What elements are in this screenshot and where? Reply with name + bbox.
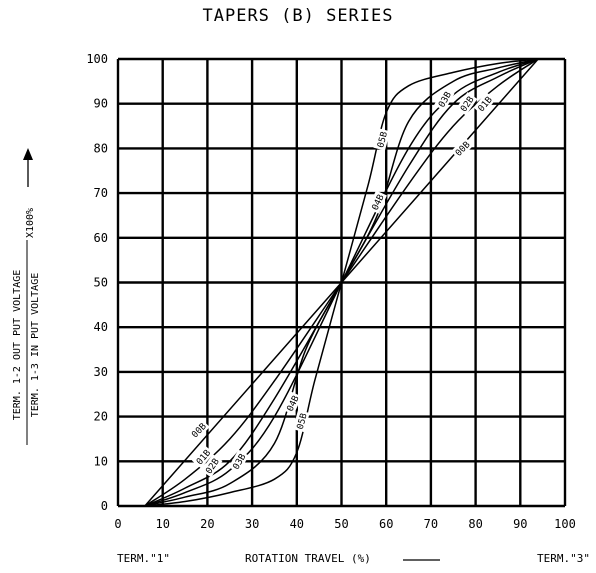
x-tick-label-9: 90 <box>513 517 527 531</box>
series-line-05b <box>144 58 539 507</box>
y-tick-label-2: 20 <box>94 410 108 424</box>
x-tick-label-1: 10 <box>155 517 169 531</box>
y-axis-multiplier: X100% <box>25 208 36 238</box>
series-label-bg-7 <box>373 128 391 151</box>
x-tick-label-7: 70 <box>424 517 438 531</box>
x-tick-label-6: 60 <box>379 517 393 531</box>
series-label-bg-8 <box>434 87 455 111</box>
y-axis-label-bottom: TERM. 1-3 IN PUT VOLTAGE <box>30 273 41 418</box>
x-tick-label-0: 0 <box>114 517 121 531</box>
series-label-bg-6 <box>367 190 387 214</box>
series-label-bg-9 <box>456 92 478 116</box>
y-tick-label-10: 100 <box>86 52 108 66</box>
series-label-bg-10 <box>473 92 496 116</box>
series-label-bg-2 <box>201 454 223 478</box>
y-tick-label-3: 30 <box>94 365 108 379</box>
chart-title: TAPERS (B) SERIES <box>202 6 394 26</box>
x-tick-label-10: 100 <box>554 517 576 531</box>
y-tick-label-7: 70 <box>94 186 108 200</box>
term-3-label: TERM."3" <box>537 552 590 565</box>
y-axis-label-top: TERM. 1-2 OUT PUT VOLTAGE <box>12 270 23 421</box>
x-axis-label: ROTATION TRAVEL (%) <box>245 552 371 565</box>
x-tick-label-4: 40 <box>290 517 304 531</box>
x-tick-label-8: 80 <box>468 517 482 531</box>
term-1-label: TERM."1" <box>117 552 170 565</box>
series-label-7: 05B <box>376 131 390 149</box>
y-tick-label-0: 0 <box>101 499 108 513</box>
series-label-bg-4 <box>282 391 302 415</box>
y-tick-label-4: 40 <box>94 320 108 334</box>
y-axis-arrow-head <box>23 148 33 160</box>
x-tick-label-5: 50 <box>334 517 348 531</box>
series-label-bg-5 <box>292 409 310 433</box>
grid <box>116 57 567 508</box>
y-tick-label-1: 10 <box>94 454 108 468</box>
y-tick-label-6: 60 <box>94 231 108 245</box>
y-tick-label-5: 50 <box>94 276 108 290</box>
series-label-5: 05B <box>296 412 310 430</box>
y-axis-label: TERM. 1-2 OUT PUT VOLTAGE TERM. 1-3 IN P… <box>12 148 41 445</box>
x-tick-label-2: 20 <box>200 517 214 531</box>
y-tick-label-8: 80 <box>94 141 108 155</box>
y-tick-label-9: 90 <box>94 97 108 111</box>
series-label-bg-11 <box>450 137 474 160</box>
x-tick-label-3: 30 <box>245 517 259 531</box>
series-label-bg-0 <box>187 418 210 442</box>
tick-labels: 0 10 20 30 40 50 60 70 80 90 100 0 10 20 30 40 50 60 70 80 9… <box>86 52 576 531</box>
series-label-bg-1 <box>191 445 214 469</box>
series-label-bg-3 <box>228 449 249 473</box>
